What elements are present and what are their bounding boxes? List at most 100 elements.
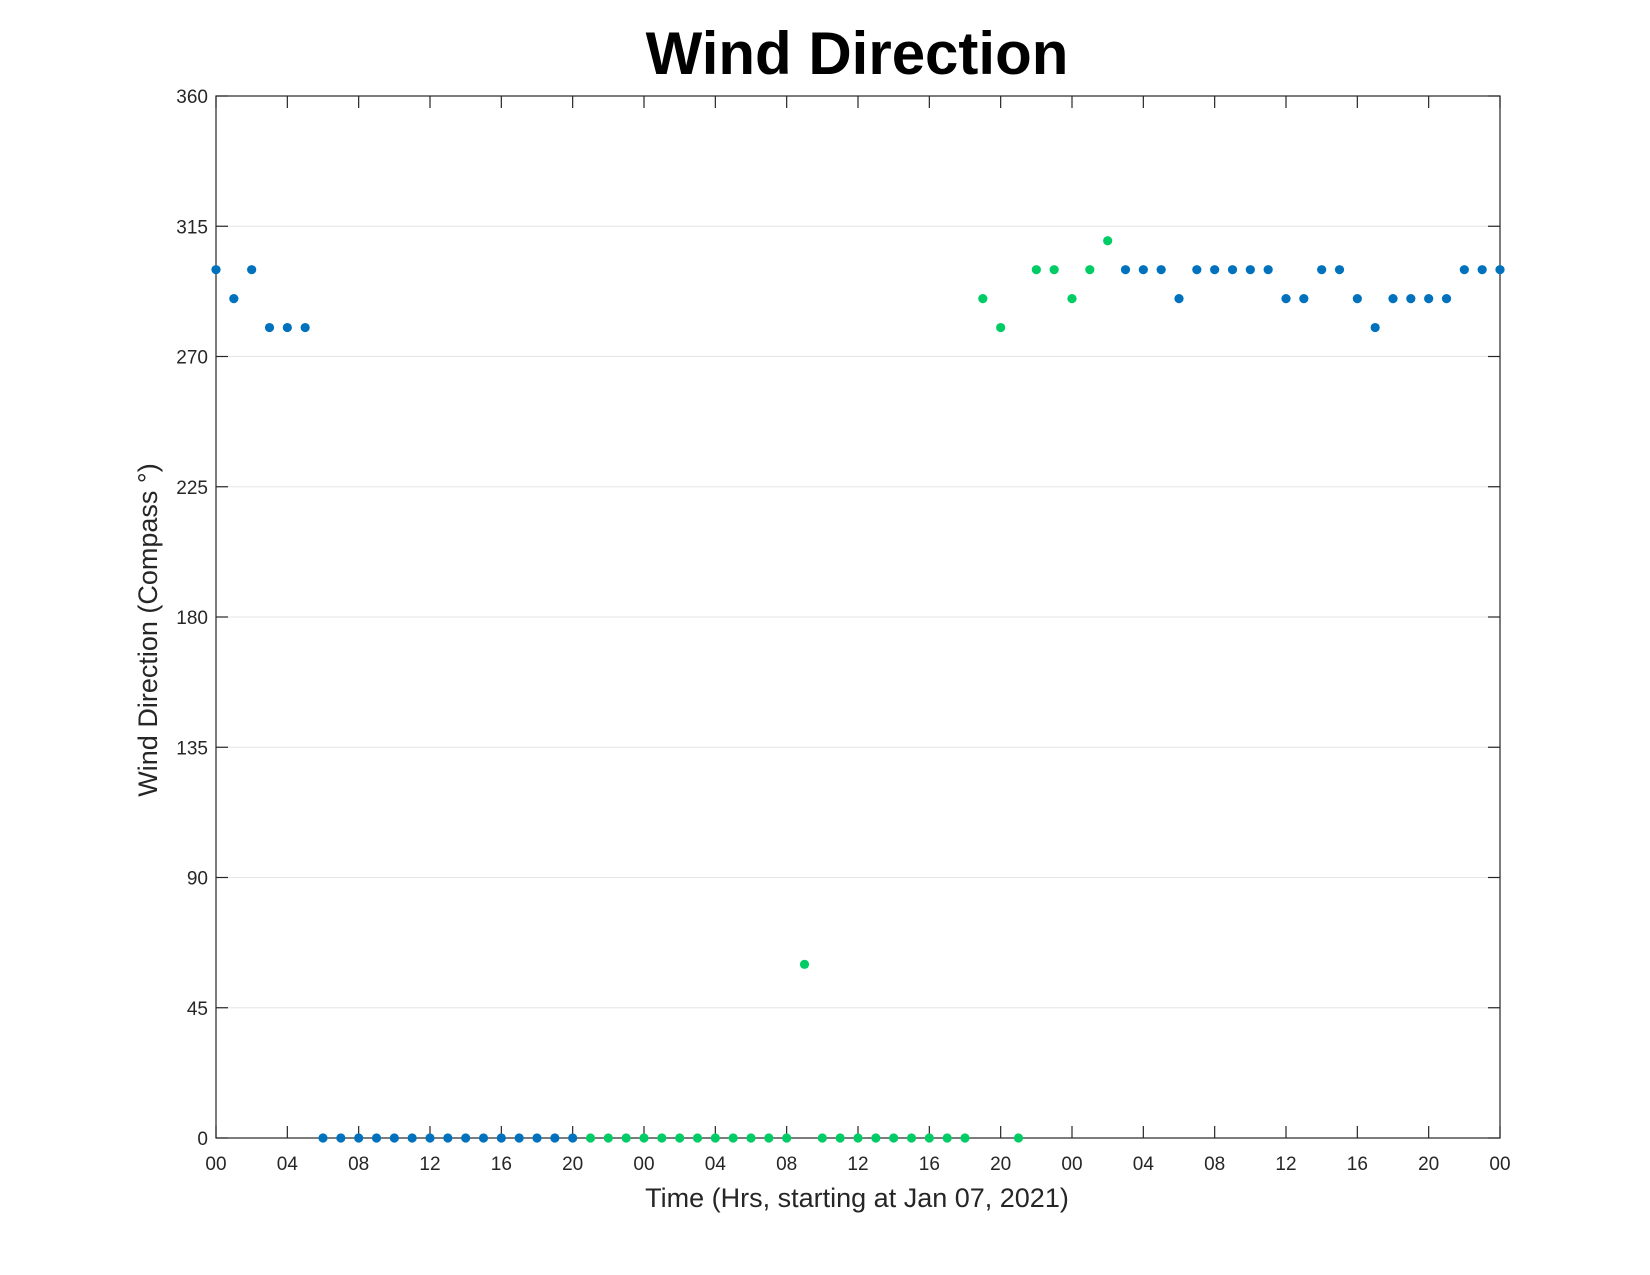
x-tick-label: 08 xyxy=(1204,1154,1225,1175)
data-point xyxy=(621,1133,631,1143)
x-tick-label: 16 xyxy=(919,1154,940,1175)
data-point xyxy=(1263,265,1273,275)
data-point xyxy=(1156,265,1166,275)
data-point xyxy=(425,1133,435,1143)
y-tick-label: 45 xyxy=(187,999,208,1020)
data-point xyxy=(1370,322,1380,333)
data-point xyxy=(1210,265,1220,275)
data-point xyxy=(1067,294,1077,304)
y-tick-label: 180 xyxy=(176,608,208,629)
data-point xyxy=(639,1133,649,1143)
x-tick-label: 12 xyxy=(1275,1154,1296,1175)
data-point xyxy=(1031,265,1041,275)
data-point xyxy=(443,1133,453,1143)
x-tick-label: 00 xyxy=(633,1154,654,1175)
data-point xyxy=(1049,265,1059,275)
data-point xyxy=(1103,236,1113,246)
x-tick-label: 00 xyxy=(205,1154,226,1175)
data-point xyxy=(229,294,239,304)
y-tick-label: 360 xyxy=(176,87,208,108)
data-point xyxy=(746,1133,756,1143)
data-point xyxy=(1227,265,1238,275)
data-points xyxy=(211,236,1505,1143)
data-point xyxy=(1085,265,1095,275)
x-tick-label: 16 xyxy=(1347,1154,1368,1175)
data-point xyxy=(407,1133,417,1143)
x-axis-ticks: 00 04 08 12 16 20 00 04 08 12 16 20 00 04 08 12 16 20 00 xyxy=(205,96,1511,1175)
data-point xyxy=(1120,265,1131,275)
x-tick-label: 08 xyxy=(776,1154,797,1175)
data-point xyxy=(657,1133,667,1143)
data-point xyxy=(1406,294,1416,304)
data-point xyxy=(675,1133,685,1143)
data-point xyxy=(924,1133,934,1143)
x-tick-label: 20 xyxy=(1418,1154,1439,1175)
data-point xyxy=(1192,265,1202,275)
x-tick-label: 20 xyxy=(562,1154,583,1175)
data-point xyxy=(371,1133,382,1143)
x-tick-label: 16 xyxy=(491,1154,512,1175)
data-point xyxy=(942,1133,952,1143)
y-tick-label: 0 xyxy=(197,1129,208,1150)
data-point xyxy=(889,1133,899,1143)
data-point xyxy=(478,1133,489,1143)
data-point xyxy=(389,1133,399,1143)
data-point xyxy=(318,1133,328,1143)
y-axis-ticks: 0 45 90 135 180 225 270 315 360 xyxy=(176,87,1500,1150)
x-tick-label: 04 xyxy=(1133,1154,1155,1175)
data-point xyxy=(585,1133,596,1143)
data-point xyxy=(710,1133,720,1143)
y-tick-label: 225 xyxy=(176,478,208,499)
y-axis-label: Wind Direction (Compass °) xyxy=(133,463,163,796)
data-point xyxy=(1459,265,1469,275)
data-point xyxy=(853,1133,863,1143)
x-tick-label: 12 xyxy=(419,1154,440,1175)
data-point xyxy=(1299,294,1309,304)
data-point xyxy=(568,1133,578,1143)
data-point xyxy=(1174,294,1184,304)
x-tick-label: 20 xyxy=(990,1154,1011,1175)
data-point xyxy=(1441,294,1452,304)
data-point xyxy=(247,265,257,275)
data-point xyxy=(514,1133,524,1143)
data-point xyxy=(354,1133,364,1143)
y-gridlines xyxy=(216,225,1500,1009)
data-point xyxy=(532,1133,542,1143)
data-point xyxy=(1495,265,1505,275)
data-point xyxy=(282,322,292,333)
data-point xyxy=(906,1133,917,1143)
chart-title: Wind Direction xyxy=(646,20,1069,87)
data-point xyxy=(1138,265,1148,275)
data-point xyxy=(1245,265,1255,275)
data-point xyxy=(1013,1133,1024,1143)
data-point xyxy=(782,1133,792,1143)
x-tick-label: 04 xyxy=(277,1154,299,1175)
y-tick-label: 135 xyxy=(176,738,208,759)
data-point xyxy=(300,322,310,333)
y-tick-label: 90 xyxy=(187,869,208,890)
data-point xyxy=(996,322,1006,333)
data-point xyxy=(835,1133,845,1143)
x-axis-label: Time (Hrs, starting at Jan 07, 2021) xyxy=(645,1183,1069,1213)
x-tick-label: 12 xyxy=(847,1154,868,1175)
x-tick-label: 04 xyxy=(705,1154,727,1175)
data-point xyxy=(336,1133,346,1143)
data-point xyxy=(817,1133,827,1143)
data-point xyxy=(461,1133,471,1143)
data-point xyxy=(764,1133,774,1143)
x-tick-label: 00 xyxy=(1061,1154,1082,1175)
data-point xyxy=(550,1133,560,1143)
y-tick-label: 315 xyxy=(176,217,208,238)
data-point xyxy=(728,1133,738,1143)
x-tick-label: 08 xyxy=(348,1154,369,1175)
data-point xyxy=(1477,265,1487,275)
data-point xyxy=(1281,294,1291,304)
data-point xyxy=(1424,294,1434,304)
data-point xyxy=(871,1133,881,1143)
x-tick-label: 00 xyxy=(1489,1154,1510,1175)
data-point xyxy=(799,959,810,969)
y-tick-label: 270 xyxy=(176,348,208,369)
data-point xyxy=(496,1133,506,1143)
data-point xyxy=(264,322,275,333)
